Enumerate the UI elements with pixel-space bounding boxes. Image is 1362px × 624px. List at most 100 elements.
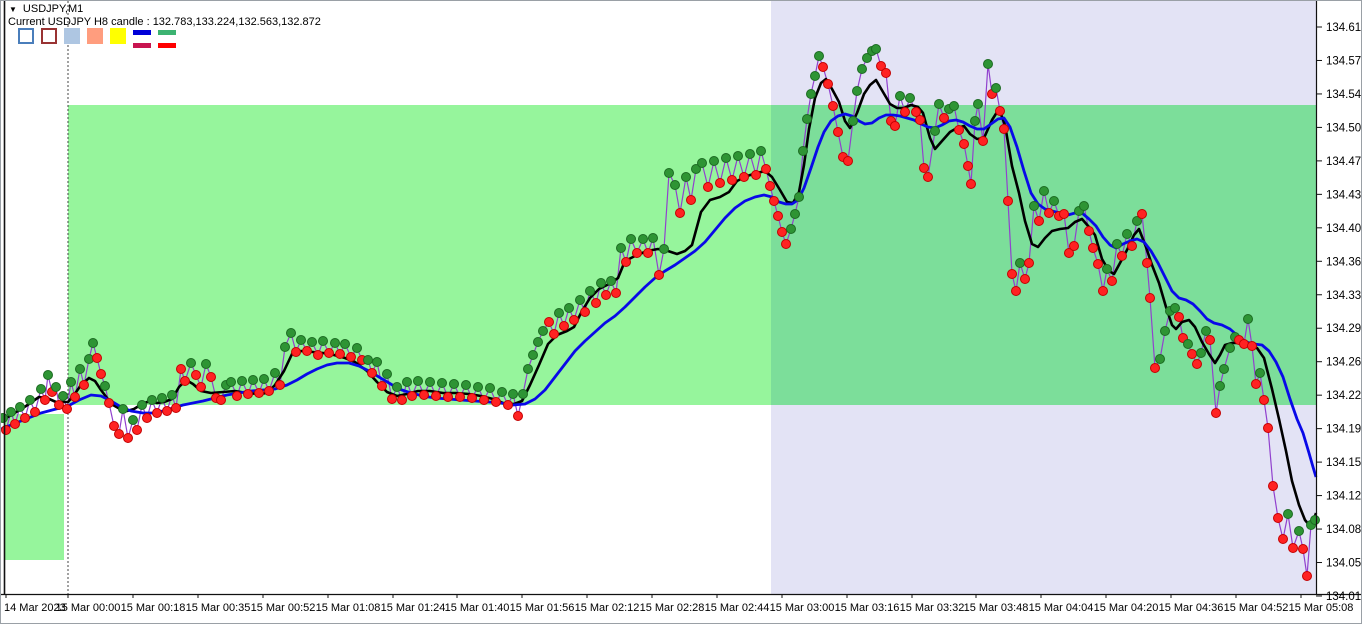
swing-low-dot xyxy=(911,107,921,117)
swing-low-dot xyxy=(254,388,264,398)
swing-low-dot xyxy=(751,170,761,180)
swing-low-dot xyxy=(900,107,910,117)
swing-low-dot xyxy=(773,211,783,221)
swing-high-dot xyxy=(697,158,707,168)
swing-low-dot xyxy=(503,400,513,410)
swing-low-dot xyxy=(1064,248,1074,258)
swing-low-dot xyxy=(1278,534,1288,544)
swing-high-dot xyxy=(237,376,247,386)
ma-swatch-green-red-bottom xyxy=(158,43,176,48)
time-label: 15 Mar 03:00 xyxy=(770,602,835,614)
price-label: 134.120 xyxy=(1326,491,1362,503)
swing-low-dot xyxy=(467,393,477,403)
swing-low-dot xyxy=(335,349,345,359)
range-swatch-lightsteelblue xyxy=(64,28,80,44)
price-label: 134.540 xyxy=(1326,89,1362,101)
chevron-down-icon: ▼ xyxy=(9,4,17,14)
swing-low-dot xyxy=(591,298,601,308)
swing-high-dot xyxy=(862,53,872,63)
swing-high-dot xyxy=(186,358,196,368)
swing-high-dot xyxy=(6,407,16,417)
swing-low-dot xyxy=(923,172,933,182)
swing-high-dot xyxy=(721,153,731,163)
swing-high-dot xyxy=(538,326,548,336)
price-label: 134.505 xyxy=(1326,122,1362,134)
price-label: 134.330 xyxy=(1326,290,1362,302)
swing-low-dot xyxy=(675,208,685,218)
highlight-regions xyxy=(4,1,1316,594)
swing-high-dot xyxy=(1310,515,1320,525)
swing-low-dot xyxy=(703,182,713,192)
swing-high-dot xyxy=(991,83,1001,93)
swing-low-dot xyxy=(1302,571,1312,581)
swing-high-dot xyxy=(66,377,76,387)
swing-low-dot xyxy=(243,389,253,399)
swing-high-dot xyxy=(1160,326,1170,336)
swing-high-dot xyxy=(596,278,606,288)
swing-low-dot xyxy=(79,380,89,390)
swing-low-dot xyxy=(70,392,80,402)
swing-low-dot xyxy=(1205,335,1215,345)
swing-high-dot xyxy=(382,369,392,379)
swing-high-dot xyxy=(1294,526,1304,536)
swing-low-dot xyxy=(491,397,501,407)
swing-high-dot xyxy=(1196,348,1206,358)
ma-fast-series xyxy=(1,77,1318,528)
price-label: 134.015 xyxy=(1326,591,1362,603)
swing-low-dot xyxy=(890,121,900,131)
swing-high-dot xyxy=(670,180,680,190)
swing-high-dot xyxy=(51,382,61,392)
swing-high-dot xyxy=(307,337,317,347)
swing-low-dot xyxy=(549,329,559,339)
swing-low-dot xyxy=(20,413,30,423)
price-label: 134.085 xyxy=(1326,524,1362,536)
swing-high-dot xyxy=(340,339,350,349)
swing-high-dot xyxy=(1029,201,1039,211)
swing-low-dot xyxy=(1088,243,1098,253)
time-label: 15 Mar 01:24 xyxy=(381,602,446,614)
swing-low-dot xyxy=(777,227,787,237)
indicator-status-label: Current USDJPY H8 candle : 132.783,133.2… xyxy=(8,16,321,28)
swing-low-dot xyxy=(291,347,301,357)
swing-high-dot xyxy=(1201,326,1211,336)
swing-low-dot xyxy=(611,288,621,298)
swing-low-dot xyxy=(995,106,1005,116)
swing-low-dot xyxy=(479,395,489,405)
swing-high-dot xyxy=(167,390,177,400)
swing-low-dot xyxy=(818,62,828,72)
ma-swatch-blue-crimson-top xyxy=(133,30,151,35)
swing-high-dot xyxy=(1132,216,1142,226)
swing-high-dot xyxy=(934,99,944,109)
swing-low-dot xyxy=(10,419,20,429)
price-label: 134.050 xyxy=(1326,558,1362,570)
symbol-dropdown[interactable]: ▼ USDJPY,M1 xyxy=(9,3,83,15)
swing-high-dot xyxy=(973,99,983,109)
swing-high-dot xyxy=(58,391,68,401)
range-swatch-salmon xyxy=(87,28,103,44)
swing-low-dot xyxy=(963,161,973,171)
price-label: 134.400 xyxy=(1326,223,1362,235)
swing-low-dot xyxy=(1069,241,1079,251)
time-label: 15 Mar 00:52 xyxy=(251,602,316,614)
swing-high-dot xyxy=(372,357,382,367)
swing-high-dot xyxy=(806,89,816,99)
swing-low-dot xyxy=(397,395,407,405)
price-label: 134.225 xyxy=(1326,390,1362,402)
swing-high-dot xyxy=(585,286,595,296)
swing-high-dot xyxy=(137,400,147,410)
swing-low-dot xyxy=(1003,196,1013,206)
swing-high-dot xyxy=(949,101,959,111)
price-axis[interactable]: 134.610 134.575 134.540 134.505 134.470 134.4… xyxy=(1316,22,1362,603)
time-label: 15 Mar 04:20 xyxy=(1094,602,1159,614)
swing-low-dot xyxy=(1263,423,1273,433)
swing-low-dot xyxy=(302,346,312,356)
swing-low-dot xyxy=(781,239,791,249)
swing-high-dot xyxy=(449,379,459,389)
swing-high-dot xyxy=(1049,196,1059,206)
price-label: 134.190 xyxy=(1326,424,1362,436)
swing-low-dot xyxy=(431,391,441,401)
time-label: 15 Mar 01:40 xyxy=(445,602,510,614)
swing-high-dot xyxy=(296,335,306,345)
